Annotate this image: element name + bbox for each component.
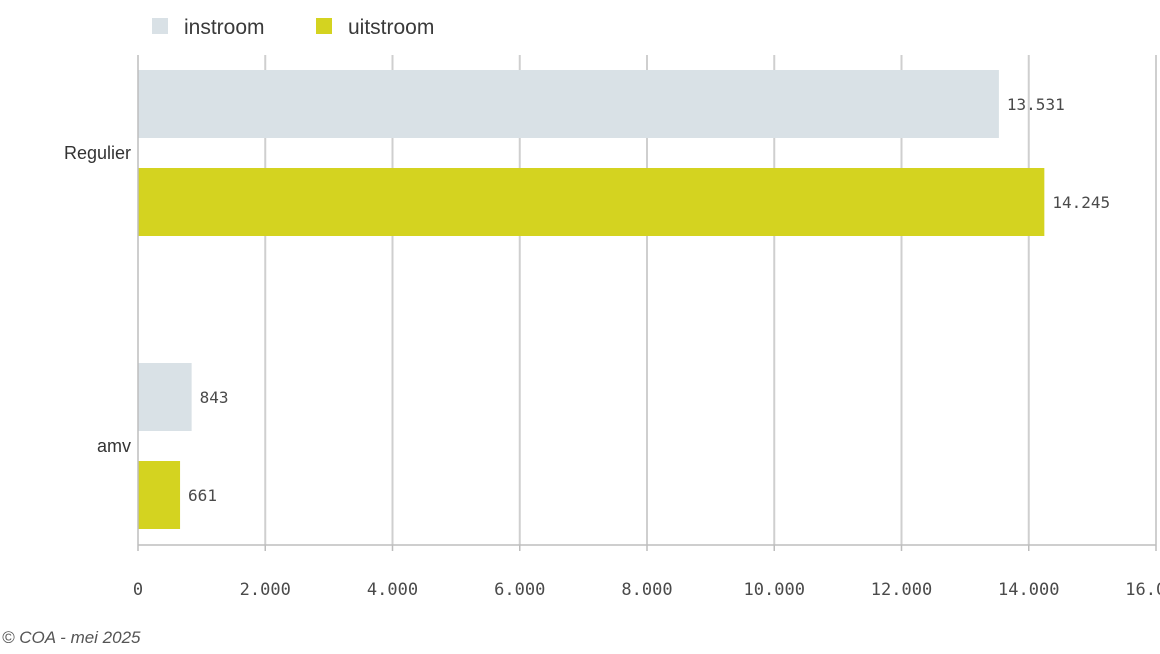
category-label: Regulier [64, 143, 131, 163]
x-tick-label: 6.000 [494, 580, 545, 600]
x-tick-label: 16.000 [1125, 580, 1160, 600]
x-tick-label: 14.000 [998, 580, 1059, 600]
x-tick-label: 0 [133, 580, 143, 600]
legend-label: instroom [184, 16, 265, 39]
category-label: amv [97, 436, 131, 456]
bars: 13.531 14.245 843 661 [138, 70, 1110, 529]
data-label: 13.531 [1007, 95, 1065, 114]
x-tick-label: 12.000 [871, 580, 932, 600]
bar-uitstroom [138, 168, 1045, 236]
legend-swatch [152, 18, 168, 34]
bar-instroom [138, 363, 192, 431]
x-tick-label: 8.000 [621, 580, 672, 600]
bar-instroom [138, 70, 999, 138]
bar-chart: instroom uitstroom 13.531 14.245 843 661 0 2.… [64, 16, 1160, 600]
data-label: 843 [200, 388, 229, 407]
x-tick-label: 4.000 [367, 580, 418, 600]
legend: instroom uitstroom [152, 16, 434, 39]
source-note: © COA - mei 2025 [2, 628, 141, 647]
data-label: 661 [188, 486, 217, 505]
data-label: 14.245 [1052, 193, 1110, 212]
category-labels: Regulier amv [64, 143, 131, 456]
bar-uitstroom [138, 461, 181, 529]
legend-swatch [316, 18, 332, 34]
legend-label: uitstroom [348, 16, 434, 39]
x-tick-label: 10.000 [744, 580, 805, 600]
x-axis: 0 2.000 4.000 6.000 8.000 10.000 12.000 14.000 1… [133, 55, 1160, 600]
x-tick-label: 2.000 [240, 580, 291, 600]
